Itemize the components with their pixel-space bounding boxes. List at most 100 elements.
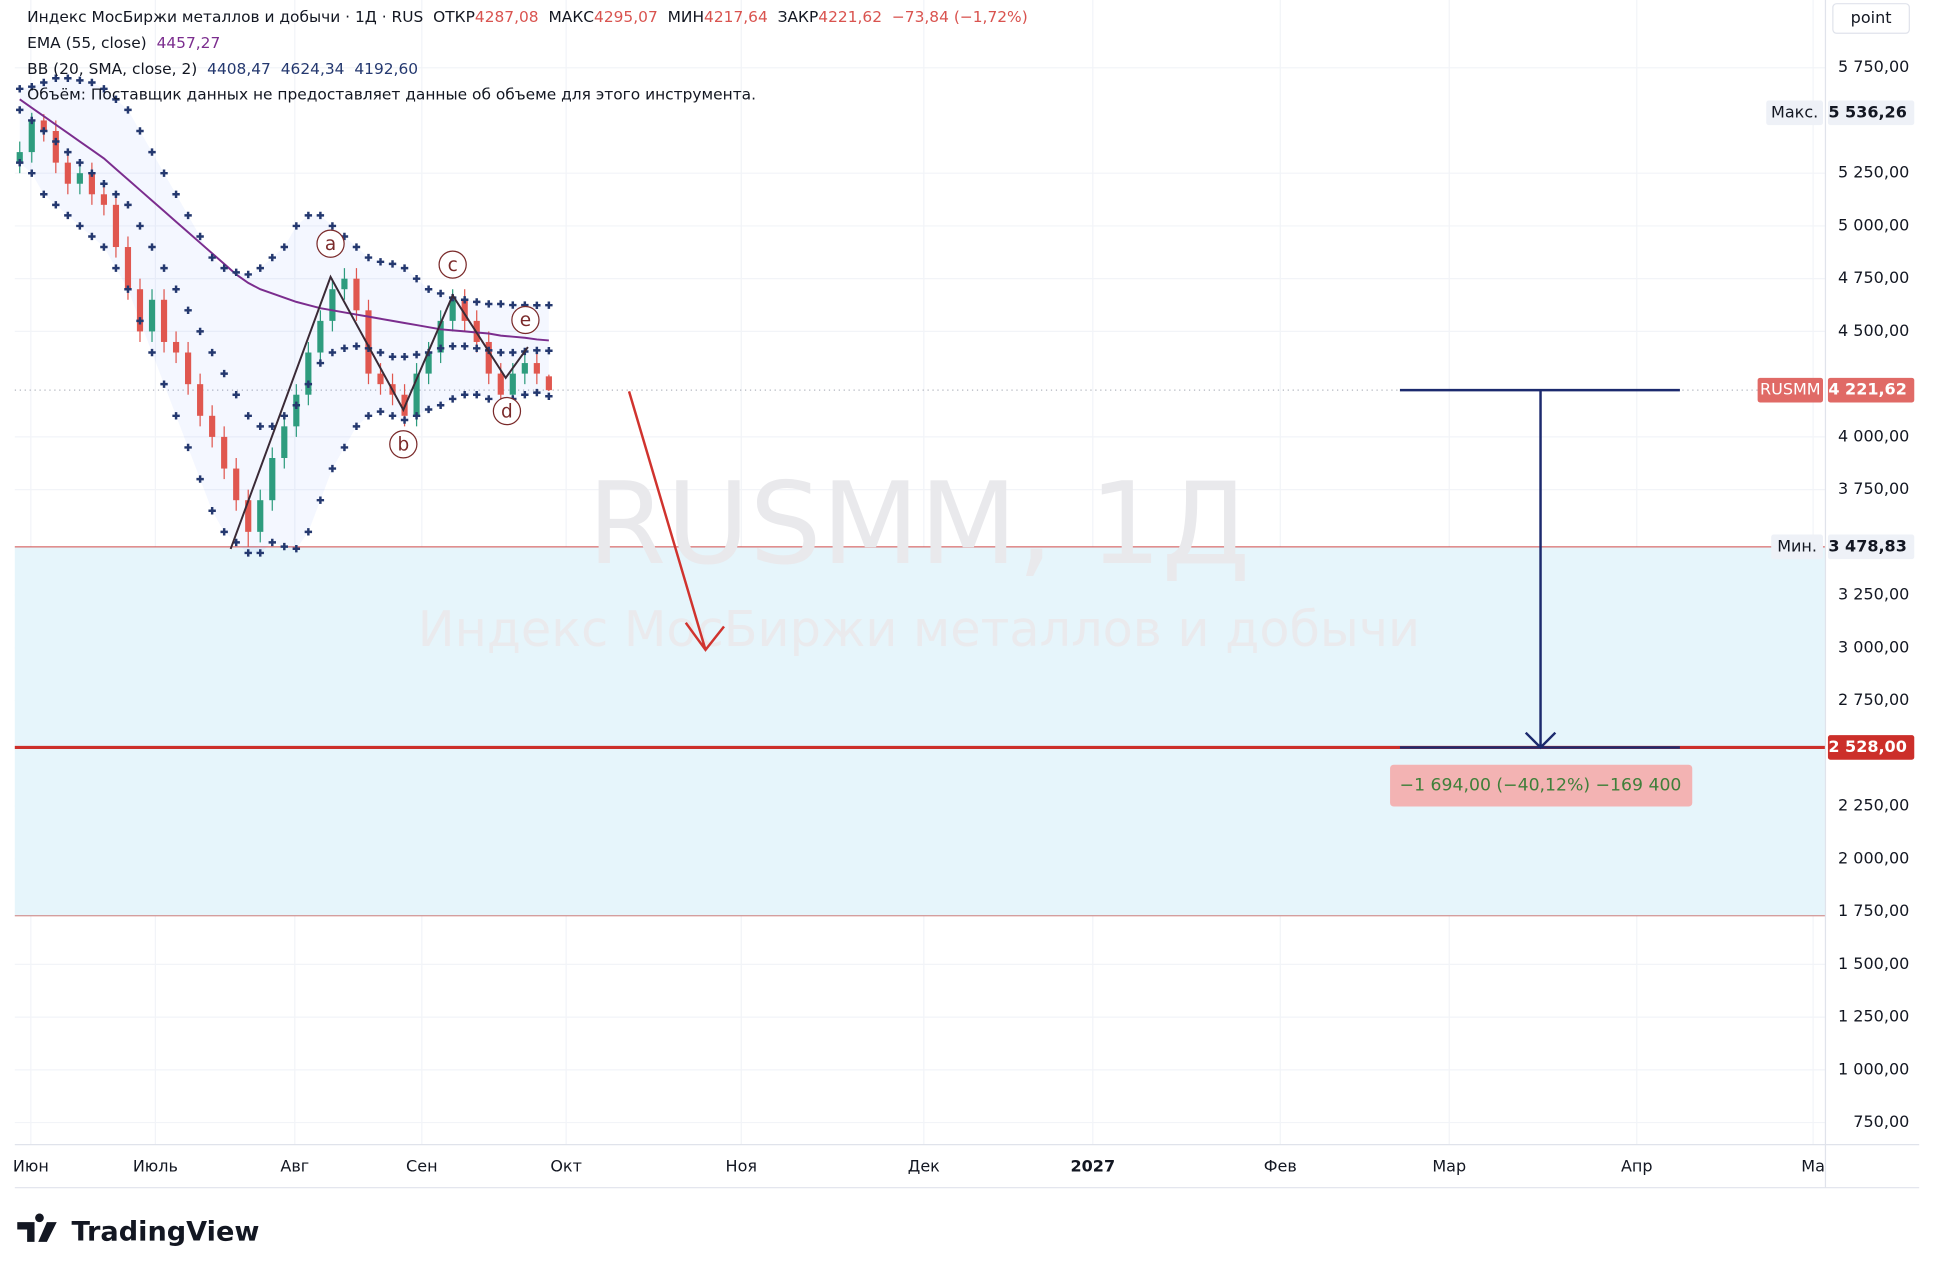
brand-name[interactable]: TradingView	[72, 1217, 260, 1248]
legend-bb-name: BB (20, SMA, close, 2)	[27, 59, 197, 77]
candle-body	[413, 373, 420, 416]
bb-cross	[388, 260, 397, 268]
bb-cross	[124, 201, 132, 209]
bb-cross	[280, 243, 289, 251]
price-tag-label-box	[1771, 534, 1823, 560]
bb-cross	[388, 353, 397, 361]
legend-field-name: ОТКР	[433, 8, 475, 26]
bb-cross	[424, 405, 433, 414]
plot-layer: a b c d e −1 694,00 (−40,12%) −169 400	[16, 74, 1693, 807]
bb-cross	[280, 412, 289, 420]
bb-cross	[112, 95, 120, 104]
bb-cross	[196, 327, 204, 336]
wave-circle	[511, 305, 540, 335]
bb-cross	[400, 264, 409, 272]
bb-cross	[292, 222, 301, 230]
bb-cross	[112, 264, 120, 272]
bb-cross	[280, 542, 289, 551]
watermark-symbol: RUSMM, 1Д	[588, 458, 1251, 590]
brand-logo[interactable]	[17, 1213, 57, 1242]
target-zone	[14, 546, 1826, 916]
candle-body	[545, 376, 552, 391]
candle-body	[485, 341, 492, 374]
bb-cross	[28, 82, 36, 91]
bb-cross	[412, 350, 421, 359]
x-tick-label: Ноя	[726, 1156, 757, 1175]
bb-cross	[64, 148, 72, 156]
bb-cross	[196, 232, 204, 241]
legend-field-value: 4221,62	[818, 8, 882, 26]
bb-cross	[436, 289, 445, 298]
price-tag-value: 2 528,00	[1828, 737, 1907, 756]
bb-cross	[148, 348, 156, 357]
legend-bb-value: 4192,60	[354, 59, 418, 77]
bb-cross	[40, 78, 48, 87]
bb-cross	[88, 169, 96, 177]
bb-cross	[424, 285, 433, 293]
wave-label: c	[448, 255, 458, 276]
bb-cross	[533, 301, 541, 309]
bb-cross	[292, 545, 301, 553]
watermark-layer: RUSMM, 1Д Индекс МосБиржи металлов и доб…	[418, 458, 1420, 658]
bb-cross	[40, 190, 48, 198]
bb-cross	[509, 348, 517, 357]
candle-body	[160, 299, 168, 342]
y-tick-label: 5 750,00	[1838, 57, 1909, 76]
bb-cross	[352, 422, 361, 431]
bb-cross	[124, 285, 132, 293]
bb-cross	[100, 85, 108, 93]
bb-cross	[521, 391, 529, 399]
bb-cross	[340, 344, 349, 352]
price-tag-value: 3 478,83	[1828, 536, 1907, 555]
candle-body	[425, 352, 432, 374]
candle-body	[64, 162, 71, 184]
y-tick-label: 1 750,00	[1838, 901, 1909, 920]
bb-cross	[376, 348, 385, 357]
brand[interactable]: TradingView	[17, 1213, 260, 1248]
bb-cross	[100, 180, 108, 188]
legend-field-name: ЗАКР	[778, 8, 819, 26]
legend-bb: BB (20, SMA, close, 2) 4408,47 4624,34 4192…	[27, 59, 418, 77]
legend-layer: Индекс МосБиржи металлов и добычи · 1Д ·…	[27, 8, 1028, 104]
bb-cross	[232, 268, 240, 277]
bb-cross	[460, 296, 469, 304]
candle-body	[497, 373, 504, 395]
wave-label: b	[397, 435, 409, 456]
bb-cross	[316, 496, 325, 504]
wave-circle	[492, 396, 522, 426]
legend-field-name: МИН	[668, 8, 704, 26]
bb-cross	[124, 106, 132, 114]
candle-body	[28, 120, 35, 153]
candle-body	[185, 352, 192, 385]
bb-cross	[473, 344, 481, 352]
bb-cross	[328, 348, 337, 357]
candle-body	[40, 120, 47, 131]
bb-cross	[220, 264, 228, 272]
legend-ema: EMA (55, close) 4457,27	[27, 34, 220, 52]
bb-cross	[328, 222, 337, 230]
y-tick-label: 3 000,00	[1838, 637, 1909, 656]
candle-body	[136, 289, 144, 332]
legend-change-pct: (−1,72%)	[954, 8, 1028, 26]
candle-body	[329, 289, 336, 321]
bb-cross	[376, 407, 385, 416]
bb-cross	[436, 344, 445, 352]
x-tick-label: Апр	[1621, 1156, 1653, 1175]
bb-cross	[244, 412, 252, 420]
bb-cross	[16, 85, 24, 93]
bb-cross	[545, 301, 553, 309]
x-tick-label: Окт	[550, 1156, 582, 1175]
legend-field-value: 4287,08	[475, 8, 539, 26]
scale-unit[interactable]: point	[1851, 8, 1892, 27]
candle-body	[52, 130, 59, 163]
candle-body	[293, 394, 300, 427]
bb-cross	[448, 342, 457, 350]
candle-body	[437, 320, 444, 353]
scale-unit-box[interactable]	[1832, 3, 1910, 34]
x-tick-label: Фев	[1264, 1156, 1297, 1175]
bb-cross	[16, 158, 24, 167]
bb-cross	[473, 298, 481, 306]
bb-cross	[232, 391, 240, 399]
y-tick-label: 5 000,00	[1838, 215, 1909, 234]
